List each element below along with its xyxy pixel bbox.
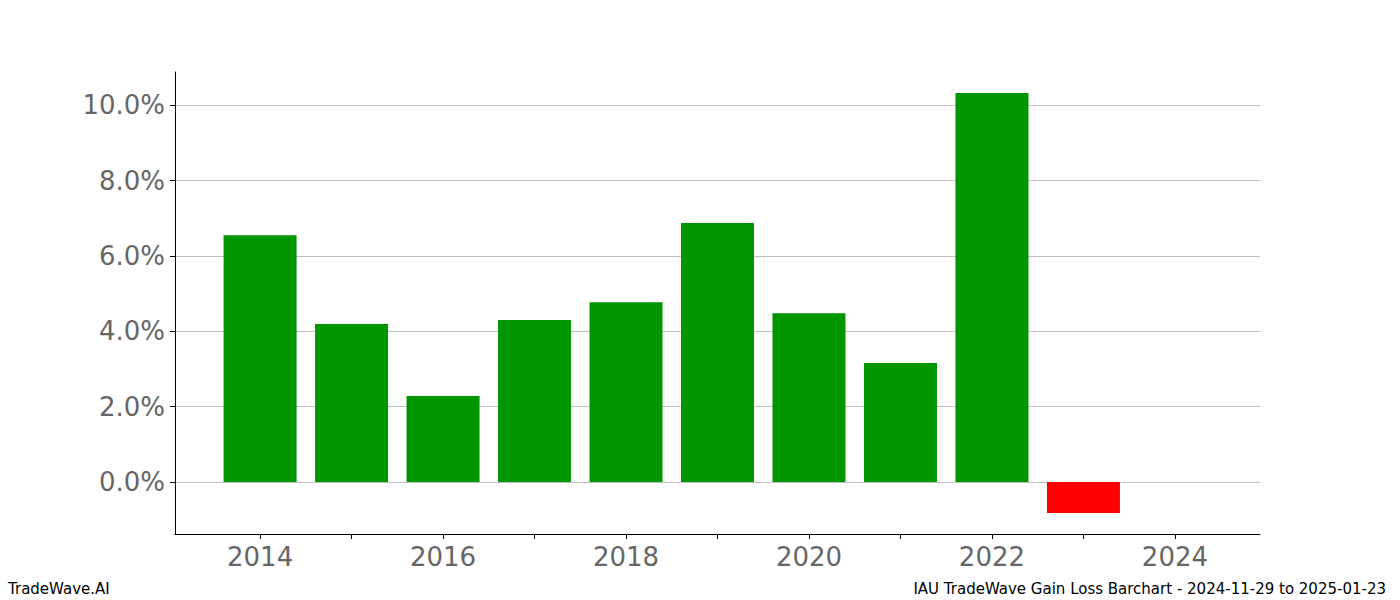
svg-text:4.0%: 4.0% <box>99 316 165 346</box>
svg-text:2.0%: 2.0% <box>99 392 165 422</box>
svg-text:6.0%: 6.0% <box>99 241 165 271</box>
svg-text:2014: 2014 <box>227 542 293 572</box>
svg-text:2020: 2020 <box>776 542 842 572</box>
svg-text:0.0%: 0.0% <box>99 467 165 497</box>
svg-text:2018: 2018 <box>593 542 659 572</box>
svg-text:2024: 2024 <box>1142 542 1208 572</box>
svg-text:TradeWave.AI: TradeWave.AI <box>7 580 110 598</box>
svg-text:2016: 2016 <box>410 542 476 572</box>
svg-text:10.0%: 10.0% <box>82 90 165 120</box>
svg-text:2022: 2022 <box>959 542 1025 572</box>
svg-text:8.0%: 8.0% <box>99 166 165 196</box>
svg-text:IAU TradeWave Gain Loss Barcha: IAU TradeWave Gain Loss Barchart - 2024-… <box>913 580 1386 598</box>
